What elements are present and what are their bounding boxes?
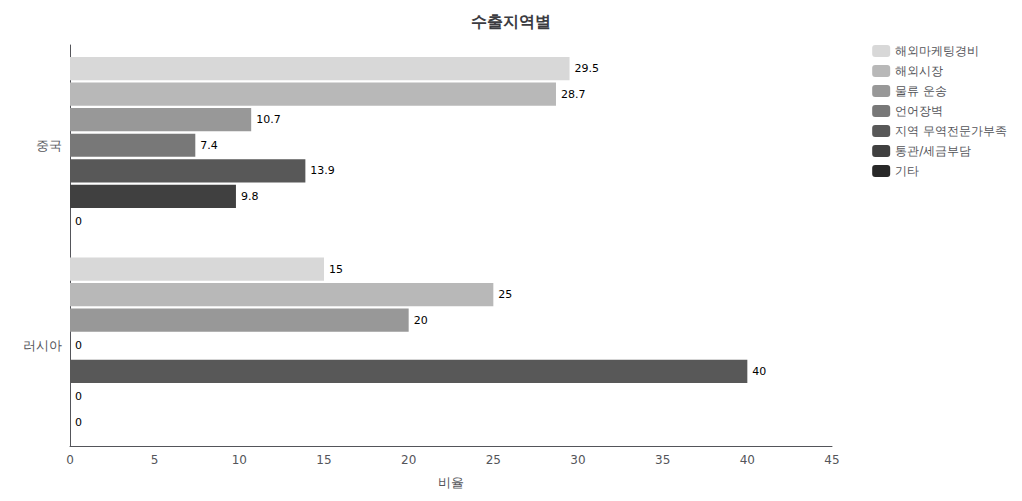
svg-text:러시아: 러시아 [23,338,62,353]
svg-text:15: 15 [316,453,331,467]
svg-text:40: 40 [740,453,755,467]
svg-text:9.8: 9.8 [241,190,259,203]
svg-text:13.9: 13.9 [310,164,335,177]
svg-text:지역 무역전문가부족: 지역 무역전문가부족 [895,124,1007,138]
svg-text:0: 0 [66,453,74,467]
svg-text:10: 10 [232,453,247,467]
svg-text:중국: 중국 [36,138,62,153]
svg-text:15: 15 [329,263,343,276]
svg-text:45: 45 [824,453,839,467]
svg-text:28.7: 28.7 [561,88,586,101]
svg-text:해외마케팅경비: 해외마케팅경비 [895,44,979,58]
svg-text:40: 40 [752,365,766,378]
svg-text:해외시장: 해외시장 [895,64,943,78]
svg-text:언어장벽: 언어장벽 [895,104,943,118]
svg-text:0: 0 [75,416,82,429]
svg-text:35: 35 [655,453,670,467]
svg-text:기타: 기타 [895,164,919,178]
svg-text:25: 25 [486,453,501,467]
svg-text:통관/세금부담: 통관/세금부담 [895,144,971,158]
svg-text:비율: 비율 [438,475,464,490]
svg-text:0: 0 [75,390,82,403]
svg-text:20: 20 [401,453,416,467]
svg-text:25: 25 [498,288,512,301]
svg-text:7.4: 7.4 [200,139,218,152]
svg-text:0: 0 [75,215,82,228]
svg-text:0: 0 [75,339,82,352]
svg-text:30: 30 [570,453,585,467]
svg-text:물류 운송: 물류 운송 [895,84,947,98]
svg-text:29.5: 29.5 [575,62,600,75]
svg-text:10.7: 10.7 [256,113,281,126]
svg-text:5: 5 [151,453,159,467]
svg-text:수출지역별: 수출지역별 [471,12,551,31]
svg-text:20: 20 [414,314,428,327]
